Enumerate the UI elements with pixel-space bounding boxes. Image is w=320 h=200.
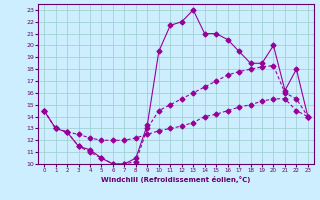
X-axis label: Windchill (Refroidissement éolien,°C): Windchill (Refroidissement éolien,°C) xyxy=(101,176,251,183)
